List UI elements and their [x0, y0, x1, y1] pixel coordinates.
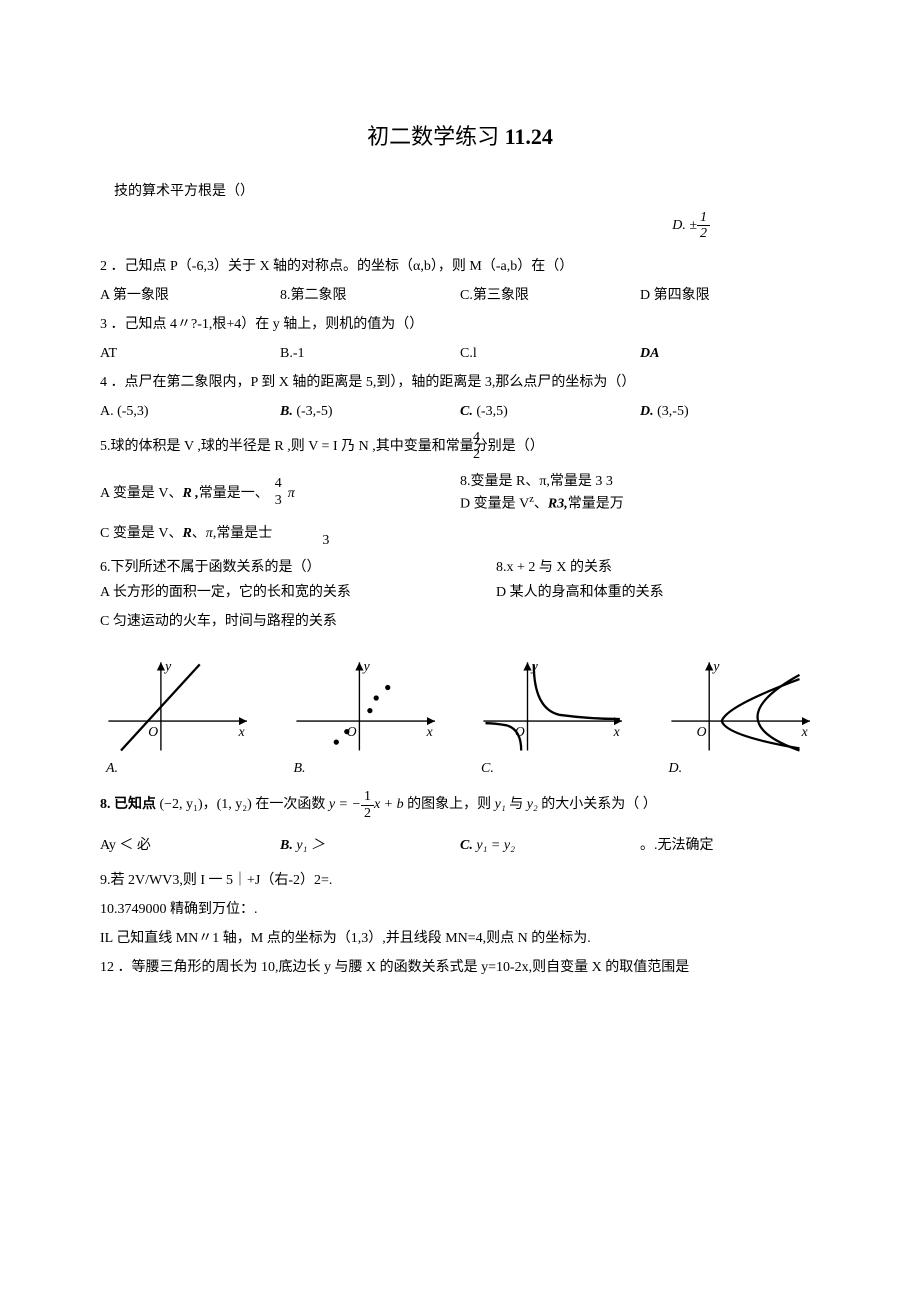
q3-stem: 3 ．己知点 4〃?-1,根+4）在 y 轴上，则机的值为（）: [100, 314, 820, 335]
q8-options: Ay ＜ 必 B. y₁ ＞ C. y₁ = y₂ 。.无法确定: [100, 835, 820, 856]
q11: IL 己知直线 MN〃1 轴，M 点的坐标为（1,3）,并且线段 MN=4,则点…: [100, 928, 820, 949]
q4-options: A. (-5,3) B. (-3,-5) C. (-3,5) D. (3,-5): [100, 401, 820, 422]
q6-option-D: D 某人的身高和体重的关系: [496, 582, 820, 603]
q3-option-C: C.l: [460, 343, 640, 364]
title-bold: 11.24: [505, 124, 553, 149]
q2-option-B: 8.第二象限: [280, 285, 460, 306]
q2-stem: 2 ．己知点 P（-6,3）关于 X 轴的对称点。的坐标（α,b），则 M（-a…: [100, 256, 820, 277]
q2-option-C: C.第三象限: [460, 285, 640, 306]
q3-options: AT B.-1 C.l DA: [100, 343, 820, 364]
q1-stem: 技的算术平方根是（）: [114, 181, 820, 202]
q4-option-D: D. (3,-5): [640, 401, 820, 422]
q5-options-row1: A 变量是 V、R ,常量是一、 43 π 8.变量是 R、π,常量是 3 3 …: [100, 471, 820, 514]
q4-option-B: B. (-3,-5): [280, 401, 460, 422]
q8-option-B: B. y₁ ＞: [280, 835, 460, 856]
graph-C-label: C.: [475, 758, 633, 779]
q6-row1: 6.下列所述不属于函数关系的是（） 8.x + 2 与 X 的关系: [100, 557, 820, 578]
graph-A-label: A.: [100, 758, 258, 779]
q10: 10.3749000 精确到万位：.: [100, 899, 820, 920]
q4-option-A: A. (-5,3): [100, 401, 280, 422]
svg-text:x: x: [800, 724, 807, 739]
q5-option-C: C 变量是 V、R、π ,常量是士 3: [100, 523, 820, 550]
q6-row2: A 长方形的面积一定，它的长和宽的关系 D 某人的身高和体重的关系: [100, 582, 820, 603]
svg-text:x: x: [613, 724, 620, 739]
q1-option-D: D. ±12: [100, 210, 820, 242]
q9: 9.若 2V/WV3,则 I 一 5｜+J（右-2）2=.: [100, 870, 820, 891]
q5-options-BD: 8.变量是 R、π,常量是 3 3 D 变量是 Vz、R3,常量是万: [460, 471, 820, 514]
graph-D: y x O D.: [663, 656, 821, 779]
svg-text:y: y: [163, 659, 172, 674]
q6-option-A: A 长方形的面积一定，它的长和宽的关系: [100, 582, 496, 603]
q5-option-B: 8.变量是 R、π,常量是 3 3: [460, 471, 820, 492]
q6-option-B: 8.x + 2 与 X 的关系: [496, 557, 820, 578]
title-plain: 初二数学练习: [367, 124, 505, 149]
svg-text:O: O: [148, 724, 158, 739]
q5-frac-inline: 42: [473, 430, 480, 464]
q4-option-C: C. (-3,5): [460, 401, 640, 422]
q2-option-A: A 第一象限: [100, 285, 280, 306]
q5-option-D: D 变量是 Vz、R3,常量是万: [460, 492, 820, 514]
q5-stem: 5.球的体积是 V ,球的半径是 R ,则 V = I 乃 N ,其中变量和常量…: [100, 436, 843, 457]
q8-stem: 8. 已知点 (−2, y₁)，(1, y₂) 在一次函数 y = −12x +…: [100, 789, 820, 821]
svg-text:y: y: [361, 659, 370, 674]
svg-text:y: y: [711, 659, 720, 674]
svg-text:x: x: [238, 724, 245, 739]
q2-option-D: D 第四象限: [640, 285, 820, 306]
graph-C: y x O C.: [475, 656, 633, 779]
q2-options: A 第一象限 8.第二象限 C.第三象限 D 第四象限: [100, 285, 820, 306]
graph-A: y x O A.: [100, 656, 258, 779]
q5-stem-row: 5.球的体积是 V ,球的半径是 R ,则 V = I 乃 N ,其中变量和常量…: [100, 430, 820, 464]
q3-option-D: DA: [640, 343, 820, 364]
svg-text:O: O: [696, 724, 706, 739]
q7-graphs: y x O A. y x O B.: [100, 656, 820, 779]
q3-option-B: B.-1: [280, 343, 460, 364]
q8-option-D: 。.无法确定: [640, 835, 820, 856]
q4-stem: 4 ．点尸在第二象限内，P 到 X 轴的距离是 5,到），轴的距离是 3,那么点…: [100, 372, 820, 393]
q8-option-A: Ay ＜ 必: [100, 835, 280, 856]
q5-option-A: A 变量是 V、R ,常量是一、 43 π: [100, 471, 460, 514]
graph-D-label: D.: [663, 758, 821, 779]
q8-option-C: C. y₁ = y₂: [460, 835, 640, 856]
page-title: 初二数学练习 11.24: [100, 120, 820, 153]
q6-stem: 6.下列所述不属于函数关系的是（）: [100, 557, 496, 578]
graph-B: y x O B.: [288, 656, 446, 779]
svg-text:x: x: [425, 724, 432, 739]
graph-B-label: B.: [288, 758, 446, 779]
q12: 12 ．等腰三角形的周长为 10,底边长 y 与腰 X 的函数关系式是 y=10…: [100, 957, 820, 978]
q3-option-A: AT: [100, 343, 280, 364]
q6-option-C: C 匀速运动的火车，时间与路程的关系: [100, 611, 820, 632]
